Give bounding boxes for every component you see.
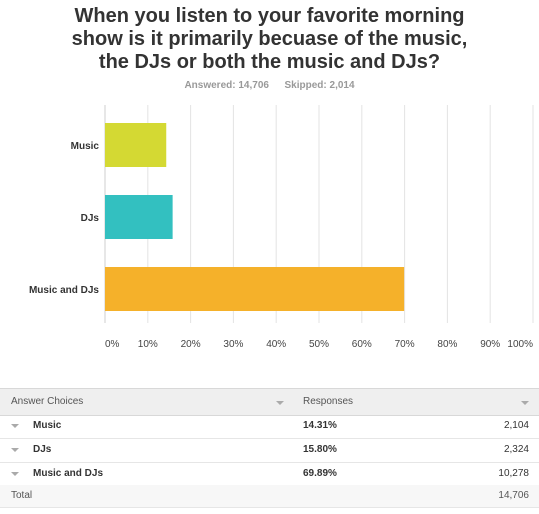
bar-djs: [105, 195, 173, 239]
table-row: DJs 15.80% 2,324: [0, 438, 539, 463]
row-choice: DJs: [33, 444, 52, 455]
header-answer-choices: Answer Choices: [11, 396, 84, 407]
row-choice: Music and DJs: [33, 468, 104, 479]
total-value: 14,706: [498, 490, 529, 501]
row-count: 2,104: [503, 420, 529, 431]
x-tick-label: 20%: [181, 339, 201, 350]
x-tick-label: 90%: [480, 339, 500, 350]
sort-responses-icon[interactable]: [521, 401, 529, 405]
expand-row-icon[interactable]: [11, 448, 19, 452]
title-line: When you listen to your favorite morning: [74, 5, 465, 27]
x-tick-label: 30%: [223, 339, 243, 350]
table-total-row: Total 14,706: [0, 485, 539, 508]
category-label: DJs: [81, 213, 100, 224]
bar-music-and-djs: [105, 267, 405, 311]
expand-row-icon[interactable]: [11, 424, 19, 428]
response-summary: Answered: 14,706 Skipped: 2,014: [0, 80, 539, 91]
row-count: 10,278: [498, 468, 529, 479]
table-row: Music and DJs 69.89% 10,278: [0, 462, 539, 487]
row-count: 2,324: [503, 444, 529, 455]
sort-answer-icon[interactable]: [276, 401, 284, 405]
x-tick-label: 100%: [507, 339, 533, 350]
bar-music: [105, 123, 167, 167]
expand-row-icon[interactable]: [11, 472, 19, 476]
bar-chart: Music DJs Music and DJs 0% 10% 20% 30% 40% 50% 60…: [29, 105, 534, 350]
category-label: Music: [71, 141, 100, 152]
total-label: Total: [11, 490, 33, 501]
x-tick-label: 80%: [437, 339, 457, 350]
skipped-count: Skipped: 2,014: [284, 80, 355, 91]
row-percent: 14.31%: [303, 420, 337, 431]
chart-title: When you listen to your favorite morning…: [0, 5, 539, 74]
table-header: Answer Choices Responses: [0, 388, 539, 416]
header-responses: Responses: [303, 396, 354, 407]
x-tick-label: 40%: [266, 339, 286, 350]
category-label: Music and DJs: [29, 285, 99, 296]
row-percent: 15.80%: [303, 444, 337, 455]
title-line: show is it primarily becuase of the musi…: [71, 28, 468, 50]
answered-count: Answered: 14,706: [184, 80, 269, 91]
table-row: Music 14.31% 2,104: [0, 414, 539, 439]
row-choice: Music: [33, 420, 62, 431]
x-tick-label: 70%: [395, 339, 415, 350]
x-tick-label: 0%: [105, 339, 120, 350]
x-tick-label: 60%: [352, 339, 372, 350]
x-tick-label: 10%: [138, 339, 158, 350]
x-tick-label: 50%: [309, 339, 329, 350]
row-percent: 69.89%: [303, 468, 337, 479]
title-line: the DJs or both the music and DJs?: [98, 51, 441, 73]
